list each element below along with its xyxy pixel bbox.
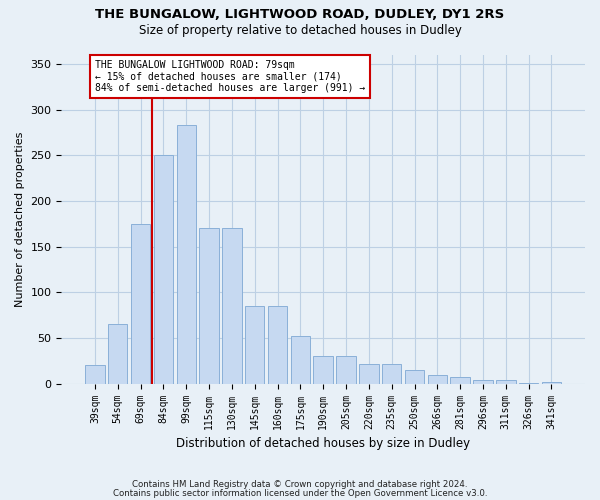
Bar	[199, 228, 219, 384]
Bar	[268, 306, 287, 384]
Bar	[245, 306, 265, 384]
Bar	[451, 378, 470, 384]
Y-axis label: Number of detached properties: Number of detached properties	[15, 132, 25, 307]
Text: Contains public sector information licensed under the Open Government Licence v3: Contains public sector information licen…	[113, 490, 487, 498]
Bar	[473, 380, 493, 384]
Bar	[428, 374, 447, 384]
Bar	[176, 126, 196, 384]
Bar	[542, 382, 561, 384]
Bar	[337, 356, 356, 384]
Text: THE BUNGALOW LIGHTWOOD ROAD: 79sqm
← 15% of detached houses are smaller (174)
84: THE BUNGALOW LIGHTWOOD ROAD: 79sqm ← 15%…	[95, 60, 365, 93]
Text: Contains HM Land Registry data © Crown copyright and database right 2024.: Contains HM Land Registry data © Crown c…	[132, 480, 468, 489]
Bar	[519, 383, 538, 384]
Bar	[85, 366, 104, 384]
Bar	[131, 224, 150, 384]
X-axis label: Distribution of detached houses by size in Dudley: Distribution of detached houses by size …	[176, 437, 470, 450]
Text: THE BUNGALOW, LIGHTWOOD ROAD, DUDLEY, DY1 2RS: THE BUNGALOW, LIGHTWOOD ROAD, DUDLEY, DY…	[95, 8, 505, 20]
Bar	[359, 364, 379, 384]
Bar	[222, 228, 242, 384]
Bar	[313, 356, 333, 384]
Bar	[154, 156, 173, 384]
Bar	[108, 324, 127, 384]
Text: Size of property relative to detached houses in Dudley: Size of property relative to detached ho…	[139, 24, 461, 37]
Bar	[496, 380, 515, 384]
Bar	[405, 370, 424, 384]
Bar	[290, 336, 310, 384]
Bar	[382, 364, 401, 384]
